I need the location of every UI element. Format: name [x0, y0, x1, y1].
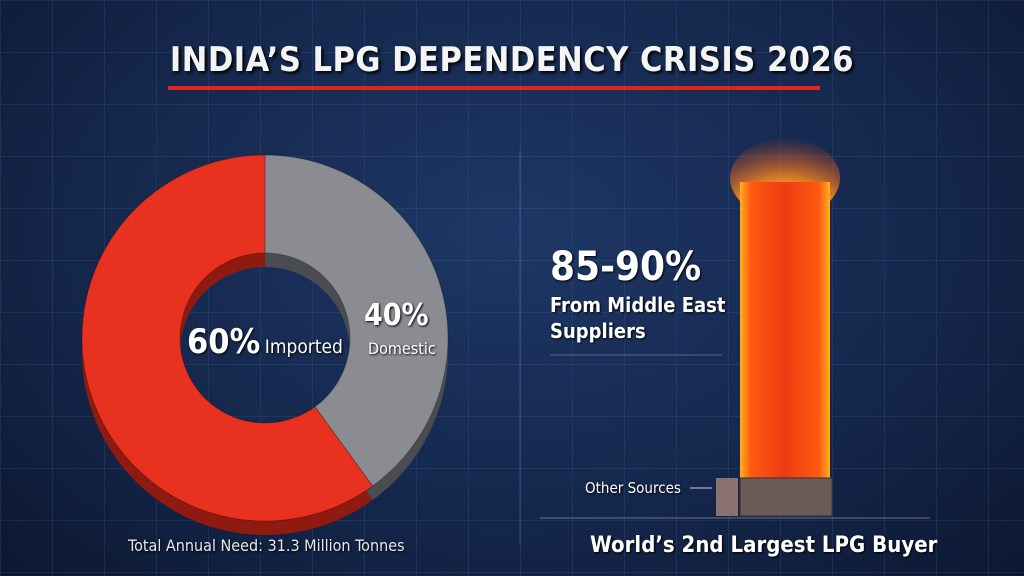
total-need-note: Total Annual Need: 31.3 Million Tonnes	[128, 536, 405, 555]
bar-middle-east	[740, 182, 830, 480]
domestic-name: Domestic	[368, 339, 436, 358]
middle-east-share: 85-90%	[550, 244, 702, 290]
domestic-value: 40%	[364, 298, 429, 333]
bar-other-sources	[716, 478, 738, 516]
page-title: INDIA’S LPG DEPENDENCY CRISIS 2026	[169, 40, 855, 80]
buyer-caption: World’s 2nd Largest LPG Buyer	[590, 533, 938, 558]
other-sources-label: Other Sources	[585, 479, 681, 497]
middle-east-note: From Middle East Suppliers	[550, 293, 726, 343]
bar-base	[739, 477, 833, 517]
imported-name: Imported	[264, 336, 343, 358]
title-underline	[168, 86, 820, 90]
imported-value: 60%	[187, 322, 261, 362]
imported-label: 60% Imported	[187, 322, 343, 362]
slice-imported	[81, 154, 374, 522]
slice-domestic	[264, 154, 449, 487]
